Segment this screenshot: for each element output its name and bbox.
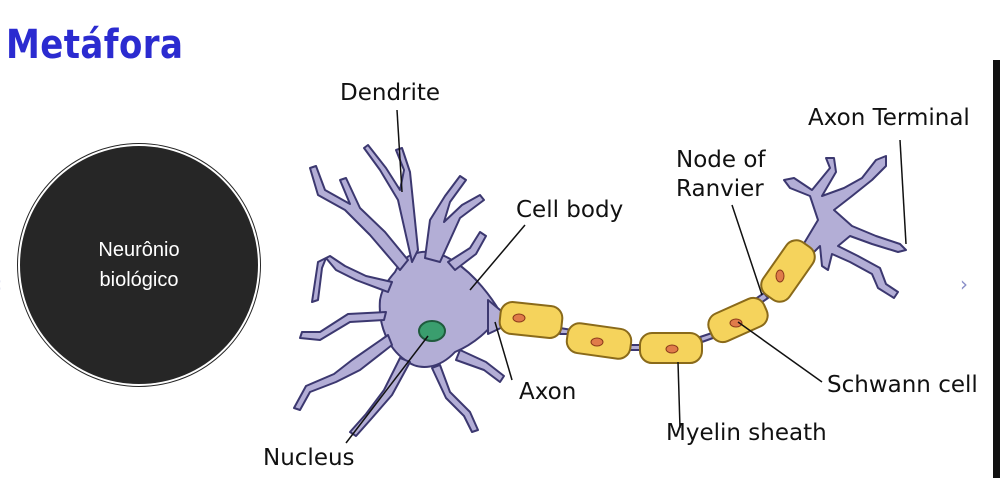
label-pointers — [345, 109, 907, 444]
slide-edge-divider — [993, 60, 1000, 478]
dendrite-branch — [311, 255, 393, 303]
label-node-of-ranvier-2: Ranvier — [676, 176, 764, 202]
dendrite-branch — [363, 144, 419, 263]
dendrite-branch — [447, 231, 487, 271]
label-axon-terminal: Axon Terminal — [808, 105, 970, 131]
axon-terminal-branch — [783, 155, 907, 299]
dendrite-branch — [349, 357, 411, 437]
next-slide-chevron-icon[interactable]: › — [960, 272, 968, 296]
label-myelin-sheath: Myelin sheath — [666, 420, 827, 446]
dendrite-branch — [431, 364, 479, 433]
schwann-cell — [760, 239, 816, 303]
dendrite-branch — [455, 349, 505, 383]
schwann-cell — [498, 301, 564, 339]
dendrite-branch — [424, 175, 485, 263]
prev-slide-chevron-icon[interactable]: ‹ — [0, 272, 2, 296]
slide-title: Metáfora — [6, 22, 184, 68]
label-schwann-cell: Schwann cell — [827, 372, 978, 398]
circle-line-2: biológico — [99, 269, 179, 291]
nucleus-shape — [418, 320, 446, 342]
circle-line-1: Neurônio — [98, 239, 180, 261]
neuron-cell — [293, 144, 907, 437]
dendrite-branch — [293, 334, 393, 411]
biological-neuron-circle: Neurônio biológico — [20, 146, 258, 384]
label-node-of-ranvier-1: Node of — [676, 147, 766, 173]
dendrite-branch — [309, 165, 409, 271]
schwann-nuclei — [512, 269, 785, 354]
label-axon: Axon — [519, 379, 576, 405]
label-dendrite: Dendrite — [340, 80, 440, 106]
cell-body-shape — [378, 250, 501, 368]
label-cell-body: Cell body — [516, 197, 623, 223]
dendrite-branch — [299, 311, 387, 341]
label-nucleus: Nucleus — [263, 445, 355, 471]
myelin-sheath — [498, 239, 816, 364]
